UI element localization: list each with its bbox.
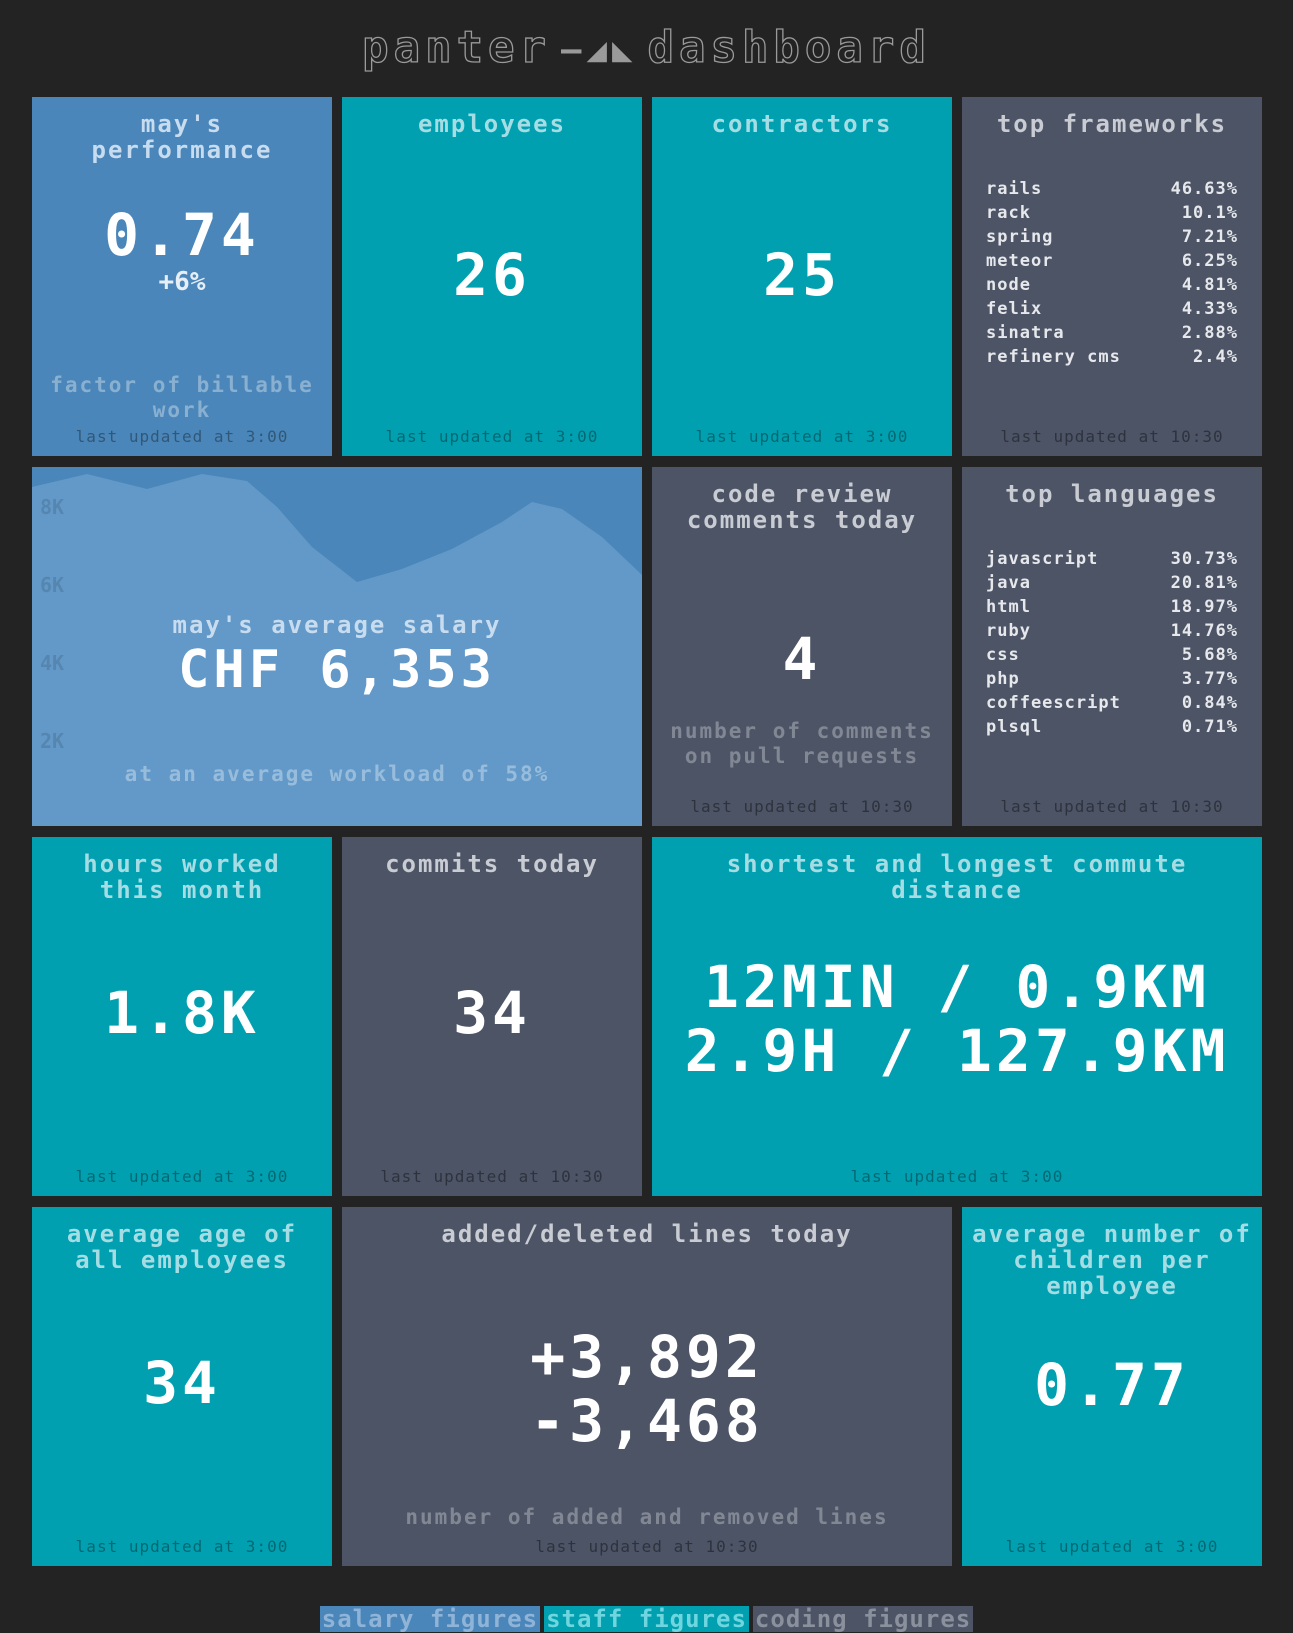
salary-area (32, 467, 642, 582)
commute-updated-at: last updated at 3:00 (850, 1167, 1064, 1186)
tile-top-languages[interactable]: top languages javascript 30.73% java 20.81… (962, 467, 1262, 826)
commits-updated-at: last updated at 10:30 (380, 1167, 604, 1186)
title-text-right: dashboard (647, 21, 931, 73)
employees-updated-at: last updated at 3:00 (385, 427, 599, 446)
frameworks-list: rails 46.63% rack 10.1% spring 7.21% meteor… (986, 177, 1238, 369)
tile-title: contractors (711, 110, 893, 138)
tile-title: code review comments today (686, 480, 918, 534)
list-item: meteor 6.25% (986, 251, 1238, 271)
tile-title: added/deleted lines today (441, 1220, 853, 1248)
hours-updated-at: last updated at 3:00 (75, 1167, 289, 1186)
performance-value: 0.74 (104, 201, 260, 269)
list-item: plsql 0.71% (986, 717, 1238, 737)
list-item: java 20.81% (986, 573, 1238, 593)
tile-contractors[interactable]: contractors 25 last updated at 3:00 (652, 97, 952, 456)
tile-average-children[interactable]: average number of children per employee … (962, 1207, 1262, 1566)
tile-title: may's performance (91, 110, 273, 164)
list-item: felix 4.33% (986, 299, 1238, 319)
title-text-left: panter (361, 21, 552, 73)
age-value: 34 (143, 1349, 221, 1417)
panther-logo-icon: –◢◣ (561, 30, 638, 70)
list-item: rack 10.1% (986, 203, 1238, 223)
list-item: spring 7.21% (986, 227, 1238, 247)
list-item: refinery cms 2.4% (986, 347, 1238, 367)
tile-title: may's average salary (172, 611, 502, 639)
languages-list: javascript 30.73% java 20.81% html 18.97% r… (986, 547, 1238, 739)
list-item: coffeescript 0.84% (986, 693, 1238, 713)
code-review-updated-at: last updated at 10:30 (690, 797, 914, 816)
y-tick-label: 8K (40, 495, 65, 519)
y-tick-label: 6K (40, 573, 65, 597)
tile-title: top languages (1005, 480, 1219, 508)
tile-title: hours worked this month (83, 850, 281, 904)
performance-updated-at: last updated at 3:00 (75, 427, 289, 446)
lines-deleted: -3,468 (530, 1387, 764, 1455)
footer-link-staff-figures[interactable]: staff figures (544, 1605, 749, 1633)
lines-added: +3,892 (530, 1323, 764, 1391)
commits-value: 34 (453, 979, 531, 1047)
tile-title: employees (417, 110, 567, 138)
tile-commits-today[interactable]: commits today 34 last updated at 10:30 (342, 837, 642, 1196)
commute-longest: 2.9H / 127.9KM (684, 1017, 1230, 1085)
tile-added-deleted-lines[interactable]: added/deleted lines today +3,892 -3,468 … (342, 1207, 952, 1566)
contractors-value: 25 (763, 241, 841, 309)
performance-more-info: factor of billable work (50, 373, 314, 422)
list-item: php 3.77% (986, 669, 1238, 689)
footer-link-coding-figures[interactable]: coding figures (752, 1605, 974, 1633)
list-item: javascript 30.73% (986, 549, 1238, 569)
code-review-value: 4 (782, 625, 822, 693)
salary-area-chart (32, 467, 642, 826)
list-item: rails 46.63% (986, 179, 1238, 199)
tile-average-salary[interactable]: 8K 6K 4K 2K may's average salary CHF 6,3… (32, 467, 642, 826)
tile-top-frameworks[interactable]: top frameworks rails 46.63% rack 10.1% spr… (962, 97, 1262, 456)
lines-updated-at: last updated at 10:30 (535, 1537, 759, 1556)
frameworks-updated-at: last updated at 10:30 (1000, 427, 1224, 446)
list-item: html 18.97% (986, 597, 1238, 617)
tile-title: commits today (385, 850, 599, 878)
tile-hours-worked[interactable]: hours worked this month 1.8K last update… (32, 837, 332, 1196)
tile-code-review[interactable]: code review comments today 4 number of c… (652, 467, 952, 826)
children-updated-at: last updated at 3:00 (1005, 1537, 1219, 1556)
tile-performance[interactable]: may's performance 0.74 +6% factor of bil… (32, 97, 332, 456)
tile-title: shortest and longest commute distance (726, 850, 1188, 904)
list-item: node 4.81% (986, 275, 1238, 295)
commute-shortest: 12MIN / 0.9KM (704, 953, 1210, 1021)
footer-link-salary-figures[interactable]: salary figures (319, 1605, 541, 1633)
y-tick-label: 2K (40, 729, 65, 753)
performance-change: +6% (158, 267, 206, 297)
y-tick-label: 4K (40, 651, 65, 675)
tile-title: average age of all employees (66, 1220, 298, 1274)
salary-value: CHF 6,353 (178, 640, 496, 700)
tile-title: average number of children per employee (972, 1220, 1252, 1300)
languages-updated-at: last updated at 10:30 (1000, 797, 1224, 816)
tile-commute-distance[interactable]: shortest and longest commute distance 12… (652, 837, 1262, 1196)
employees-value: 26 (453, 241, 531, 309)
code-review-more-info: number of comments on pull requests (670, 719, 934, 768)
list-item: sinatra 2.88% (986, 323, 1238, 343)
lines-more-info: number of added and removed lines (405, 1505, 889, 1529)
list-item: ruby 14.76% (986, 621, 1238, 641)
contractors-updated-at: last updated at 3:00 (695, 427, 909, 446)
list-item: css 5.68% (986, 645, 1238, 665)
tile-employees[interactable]: employees 26 last updated at 3:00 (342, 97, 642, 456)
hours-value: 1.8K (104, 979, 260, 1047)
dashboard-title: panter –◢◣ dashboard (0, 21, 1293, 73)
tile-average-age[interactable]: average age of all employees 34 last upd… (32, 1207, 332, 1566)
tile-title: top frameworks (996, 110, 1228, 138)
age-updated-at: last updated at 3:00 (75, 1537, 289, 1556)
children-value: 0.77 (1034, 1351, 1190, 1419)
salary-more-info: at an average workload of 58% (124, 762, 550, 786)
footer-nav: salary figures staff figures coding figure… (0, 1605, 1293, 1633)
